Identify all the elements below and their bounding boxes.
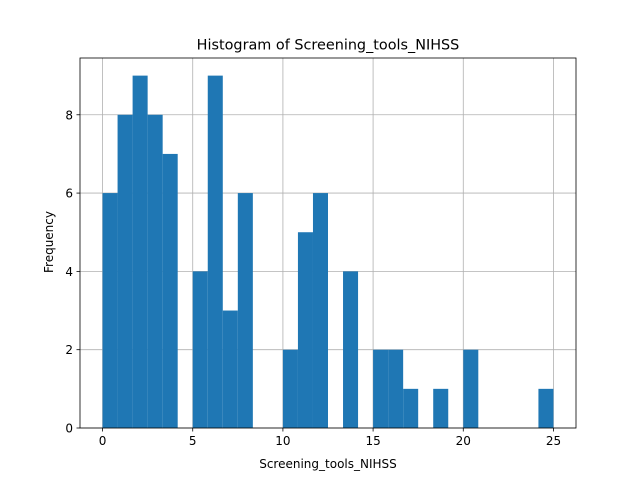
x-tick-label: 5 <box>189 434 197 448</box>
histogram-bar <box>237 193 253 428</box>
histogram-bar <box>388 349 404 428</box>
histogram-bar <box>147 114 163 428</box>
y-axis-label: Frequency <box>42 211 56 273</box>
histogram-bar <box>102 193 118 428</box>
plot-frame <box>79 57 577 429</box>
histogram-bar <box>282 349 298 428</box>
histogram-bar <box>403 388 419 428</box>
x-tick-label: 15 <box>365 434 380 448</box>
y-tick-label: 8 <box>65 108 73 122</box>
chart-title: Histogram of Screening_tools_NIHSS <box>197 38 460 54</box>
histogram-bar <box>117 114 133 428</box>
x-axis-label: Screening_tools_NIHSS <box>259 457 397 471</box>
y-tick-label: 6 <box>65 187 73 201</box>
histogram-bar <box>373 349 389 428</box>
x-tick-label: 20 <box>456 434 471 448</box>
histogram-bar <box>463 349 479 428</box>
y-tick-label: 2 <box>65 343 73 357</box>
histogram-bars <box>102 75 554 429</box>
histogram-bar <box>538 388 554 428</box>
y-tick-label: 0 <box>65 422 73 436</box>
histogram-bar <box>433 388 449 428</box>
x-tick-label: 0 <box>99 434 107 448</box>
histogram-bar <box>222 310 238 428</box>
tick-marks: 0 5 10 15 20 25 0 2 4 6 8 <box>65 108 561 448</box>
histogram-bar <box>192 271 208 428</box>
x-tick-label: 25 <box>546 434 561 448</box>
histogram-bar <box>343 271 359 428</box>
histogram-bar <box>162 153 178 429</box>
histogram-bar <box>312 193 328 428</box>
histogram-bar <box>207 75 223 428</box>
histogram-bar <box>297 232 313 428</box>
histogram-bar <box>132 75 148 428</box>
axes <box>79 57 577 429</box>
x-tick-label: 10 <box>275 434 290 448</box>
y-tick-label: 4 <box>65 265 73 279</box>
